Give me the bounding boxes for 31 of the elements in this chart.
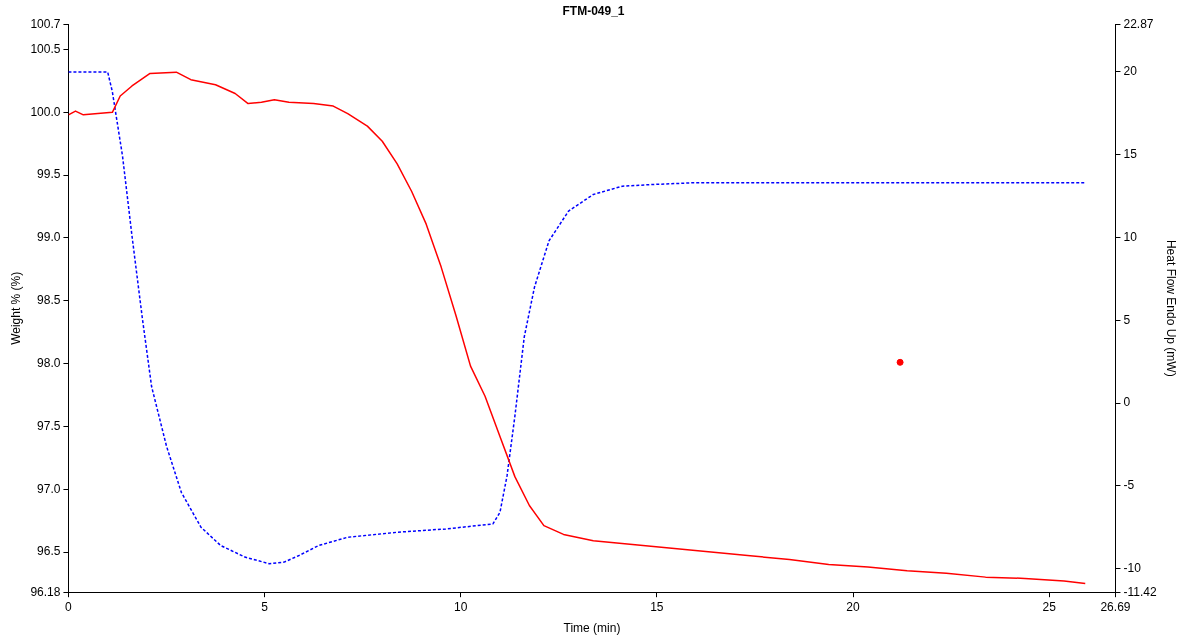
- x-tick-label: 10: [454, 599, 468, 614]
- y-tick-label: 98.5: [37, 293, 61, 308]
- y-axis-title: Weight % (%): [8, 271, 23, 345]
- y-tick-label: 97.5: [37, 418, 61, 433]
- y2-tick-label: -11.42: [1123, 584, 1157, 599]
- y-tick-label: 100.0: [30, 104, 61, 119]
- x-tick-label: 5: [261, 599, 269, 614]
- y-tick-label: 98.0: [37, 355, 61, 370]
- y2-axis-title: Heat Flow Endo Up (mW): [1164, 239, 1179, 377]
- y2-tick-label: 10: [1123, 229, 1138, 244]
- x-tick-label: 15: [650, 599, 664, 614]
- y2-tick-label: -5: [1123, 478, 1135, 493]
- y2-tick-label: 5: [1123, 312, 1131, 327]
- y-tick-label: 97.0: [37, 481, 61, 496]
- y-tick-label: 99.0: [37, 230, 61, 245]
- y2-tick-label: 0: [1123, 395, 1131, 410]
- chart-title: FTM-049_1: [562, 3, 625, 18]
- y-tick-label: 96.5: [37, 544, 61, 559]
- y2-tick-label: 20: [1123, 64, 1138, 79]
- y-tick-label: 96.18: [30, 584, 61, 599]
- x-tick-label: 26.69: [1100, 599, 1131, 614]
- x-tick-label: 0: [65, 599, 73, 614]
- x-axis-title: Time (min): [563, 621, 621, 636]
- x-tick-label: 25: [1042, 599, 1057, 614]
- y2-tick-label: 22.87: [1123, 16, 1154, 31]
- y-tick-label: 100.5: [30, 41, 61, 56]
- y2-tick-label: 15: [1123, 147, 1138, 162]
- y-tick-label: 99.5: [37, 167, 61, 182]
- y-tick-label: 100.7: [30, 16, 61, 31]
- x-tick-label: 20: [846, 599, 861, 614]
- y2-tick-label: -10: [1123, 561, 1142, 575]
